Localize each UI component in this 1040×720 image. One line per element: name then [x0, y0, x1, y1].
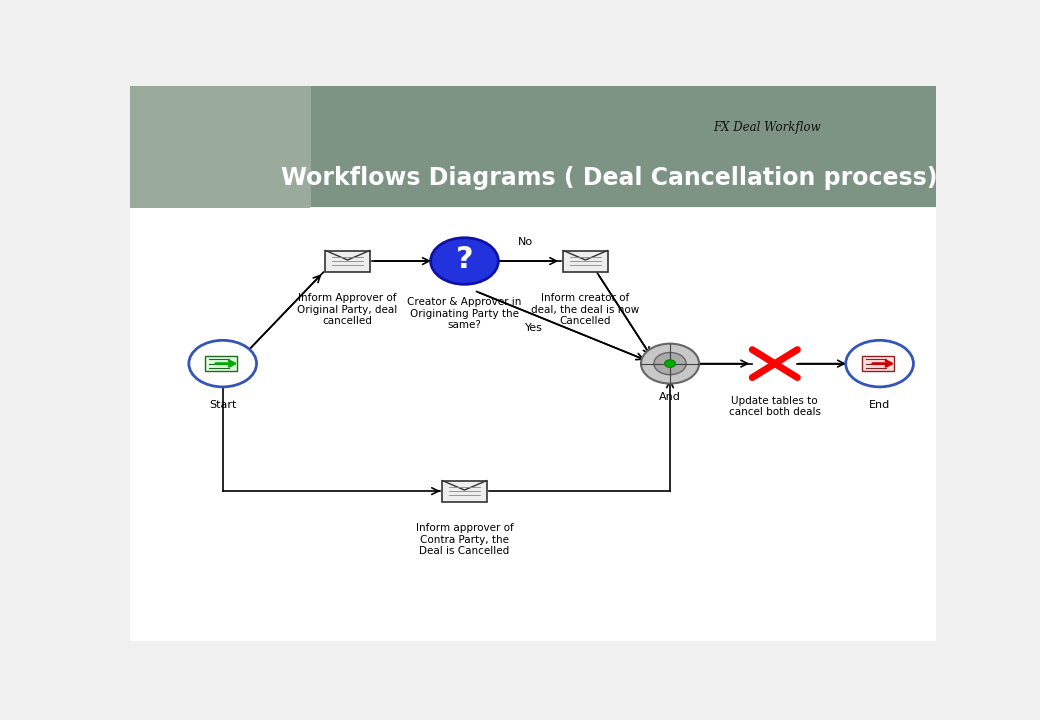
Circle shape [846, 341, 913, 387]
Text: Start: Start [209, 400, 236, 410]
Bar [862, 356, 894, 372]
Circle shape [654, 353, 686, 374]
Circle shape [189, 341, 257, 387]
Text: Update tables to
cancel both deals: Update tables to cancel both deals [729, 396, 821, 418]
Text: End: End [869, 400, 890, 410]
Circle shape [431, 238, 498, 284]
Bar [442, 480, 487, 502]
Text: Inform Approver of
Original Party, deal
cancelled: Inform Approver of Original Party, deal … [297, 293, 397, 326]
Text: And: And [659, 392, 681, 402]
Bar [564, 251, 607, 271]
Bar [130, 208, 936, 641]
Text: Workflows Diagrams ( Deal Cancellation process): Workflows Diagrams ( Deal Cancellation p… [281, 166, 938, 190]
Text: FX Deal Workflow: FX Deal Workflow [713, 122, 821, 135]
Text: Inform approver of
Contra Party, the
Deal is Cancelled: Inform approver of Contra Party, the Dea… [416, 523, 514, 557]
Text: Yes: Yes [525, 323, 543, 333]
Text: Creator & Approver in
Originating Party the
same?: Creator & Approver in Originating Party … [408, 297, 522, 330]
Text: Inform creator of
deal, the deal is now
Cancelled: Inform creator of deal, the deal is now … [531, 293, 640, 326]
Circle shape [641, 343, 699, 384]
Bar [130, 86, 311, 208]
Circle shape [665, 360, 676, 367]
Bar [311, 86, 936, 208]
Text: ?: ? [456, 245, 473, 274]
Bar [205, 356, 237, 372]
Bar [326, 251, 370, 271]
Text: No: No [517, 237, 532, 247]
